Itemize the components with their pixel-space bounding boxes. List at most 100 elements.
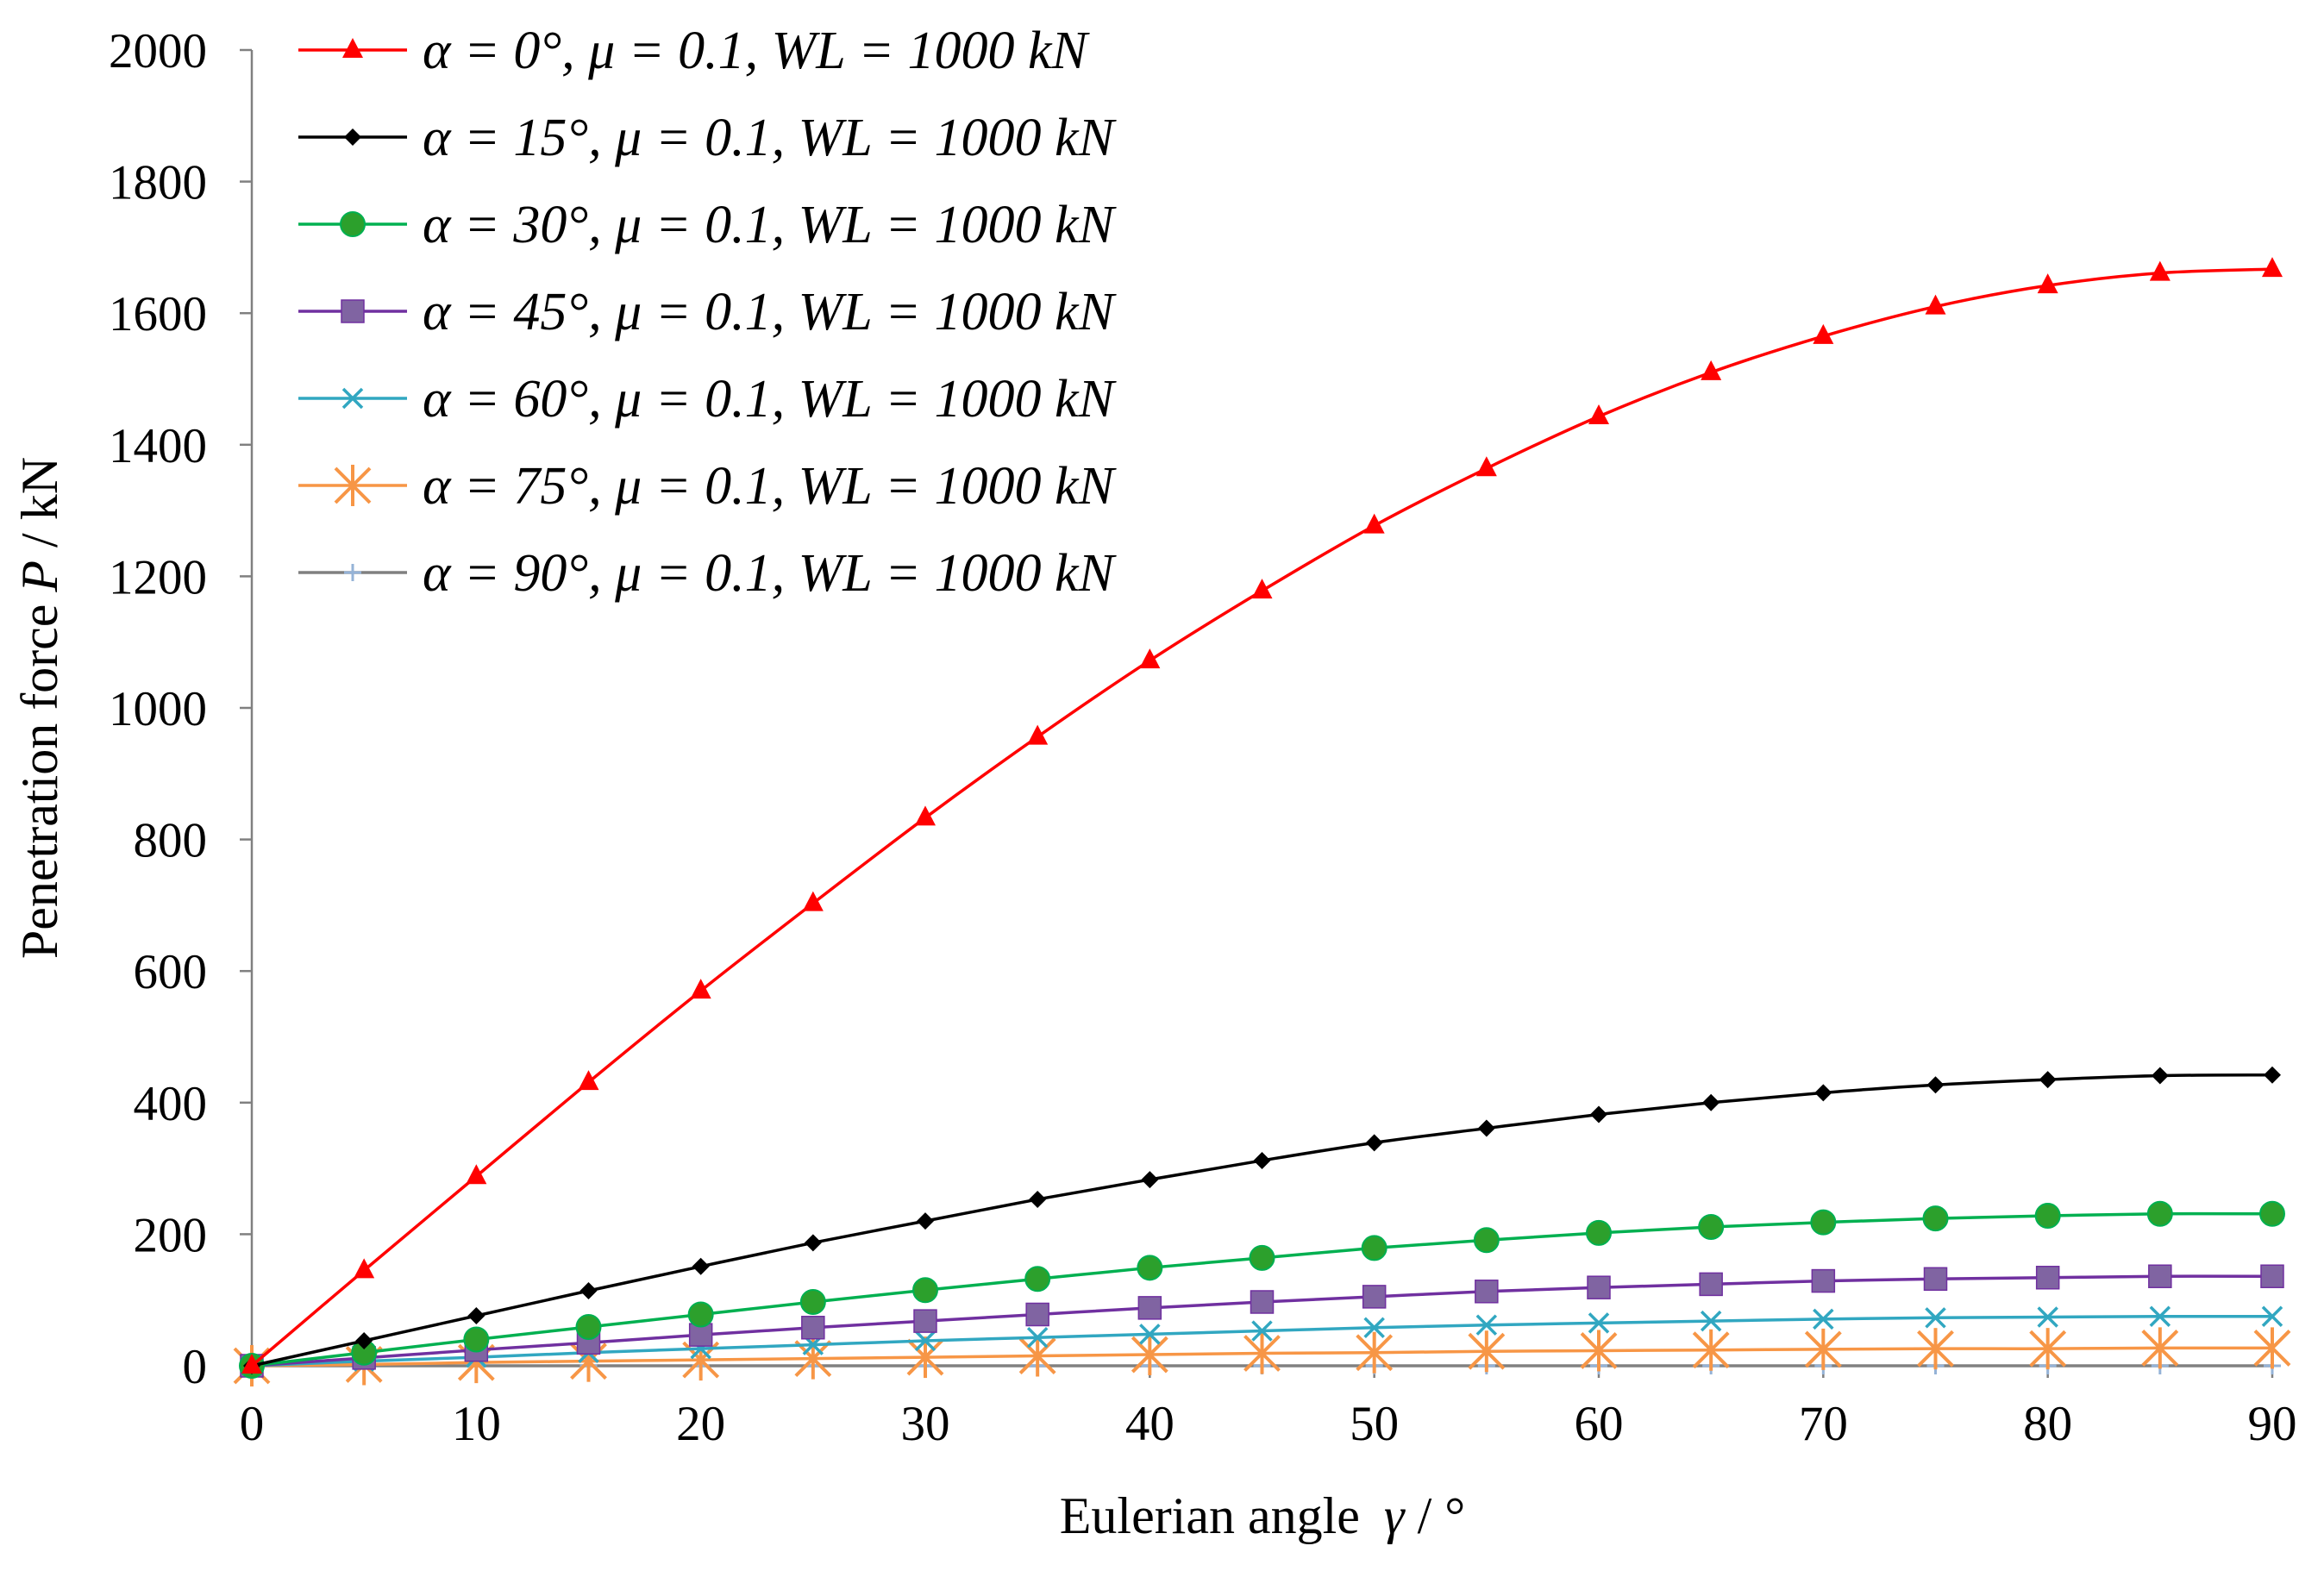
x-tick-label: 20 <box>676 1397 725 1451</box>
legend-item: α = 60°, μ = 0.1, WL = 1000 kN <box>298 370 1117 429</box>
data-point <box>1580 1330 1618 1372</box>
data-point <box>1923 1267 1948 1292</box>
x-axis-title: Eulerian angle γ / ° <box>1060 1487 1466 1544</box>
x-marker-stroke <box>1588 1312 1610 1334</box>
legend-label: α = 45°, μ = 0.1, WL = 1000 kN <box>423 283 1117 341</box>
x-axis-title-unit: / ° <box>1405 1487 1466 1544</box>
legend-marker <box>340 211 366 237</box>
y-tick-label: 0 <box>183 1340 208 1394</box>
y-ticks: 0 200 400 600 800 1000 1200 1400 1600 1800 2000 <box>109 24 252 1394</box>
data-point <box>692 1257 710 1275</box>
legend-label: α = 60°, μ = 0.1, WL = 1000 kN <box>423 370 1117 429</box>
data-point <box>913 1309 937 1333</box>
data-point <box>466 1164 487 1185</box>
data-point <box>1922 1205 1949 1232</box>
x-marker-stroke <box>1139 1324 1161 1345</box>
data-point <box>1025 1302 1049 1327</box>
legend-marker <box>341 387 364 410</box>
data-point <box>1026 1326 1049 1349</box>
data-point <box>912 1277 938 1304</box>
legend-item: α = 75°, μ = 0.1, WL = 1000 kN <box>298 457 1117 516</box>
data-point <box>2261 1305 2283 1328</box>
data-point <box>578 1070 599 1091</box>
x-marker-stroke <box>1700 1310 1722 1332</box>
y-tick-label: 400 <box>134 1077 208 1131</box>
data-point <box>917 1212 934 1230</box>
legend-marker <box>344 564 361 581</box>
data-point <box>1692 1329 1730 1371</box>
data-point <box>1925 1307 1946 1329</box>
y-tick-label: 1400 <box>109 419 207 473</box>
data-point <box>2039 1071 2057 1089</box>
x-tick-label: 50 <box>1350 1397 1399 1451</box>
data-point <box>802 891 824 911</box>
data-point <box>690 979 711 999</box>
data-point <box>1917 1328 1954 1370</box>
data-point <box>2260 1264 2284 1288</box>
y-axis-title-symbol: P <box>11 560 68 593</box>
y-tick-label: 800 <box>134 814 208 868</box>
data-point <box>1700 1310 1722 1332</box>
data-point <box>579 1282 598 1300</box>
data-point <box>1139 1324 1161 1345</box>
data-point <box>915 805 936 826</box>
x-tick-label: 10 <box>452 1397 501 1451</box>
data-point <box>2029 1328 2067 1370</box>
x-axis-title-symbol: γ <box>1384 1487 1406 1544</box>
y-axis-title-unit: / kN <box>11 457 68 560</box>
data-point <box>1137 1255 1163 1281</box>
data-point <box>575 1313 602 1340</box>
series-alpha-1 <box>243 1066 2281 1374</box>
legend-label: α = 30°, μ = 0.1, WL = 1000 kN <box>423 196 1117 254</box>
data-point <box>2149 1305 2171 1328</box>
data-point <box>2148 1264 2172 1288</box>
data-point <box>799 1288 826 1315</box>
data-point <box>355 1332 373 1350</box>
data-point <box>2151 1067 2169 1085</box>
data-point <box>1356 1331 1394 1374</box>
data-point <box>1588 404 1609 424</box>
data-point <box>1365 1134 1383 1152</box>
data-point <box>687 1301 714 1328</box>
x-marker-stroke <box>1363 1317 1385 1338</box>
data-point <box>2253 1327 2291 1369</box>
data-point <box>2037 1306 2058 1328</box>
series-line <box>250 267 2273 1368</box>
data-point <box>1251 1320 1273 1342</box>
data-point <box>1811 1268 1836 1293</box>
data-point <box>1141 1171 1159 1189</box>
data-point <box>1137 1296 1162 1320</box>
data-point <box>1027 724 1049 745</box>
series-alpha-5 <box>233 1327 2291 1386</box>
data-point <box>1813 323 1834 344</box>
data-point <box>1253 1151 1271 1169</box>
y-tick-label: 1000 <box>109 682 207 736</box>
series-layer <box>233 257 2291 1386</box>
data-point <box>1475 1280 1499 1304</box>
data-point <box>1810 1209 1837 1236</box>
data-point <box>1131 1334 1168 1376</box>
data-point <box>1249 1244 1275 1271</box>
data-point <box>1139 648 1161 669</box>
data-point <box>1243 1332 1281 1374</box>
y-tick-label: 200 <box>134 1208 208 1262</box>
y-tick-label: 1200 <box>109 550 207 604</box>
data-point <box>1588 1312 1610 1334</box>
legend-item: α = 45°, μ = 0.1, WL = 1000 kN <box>298 283 1117 341</box>
data-point <box>1586 1219 1612 1246</box>
data-point <box>1029 1190 1047 1208</box>
data-point <box>1702 1093 1720 1111</box>
data-point <box>1701 360 1722 380</box>
series-alpha-0 <box>241 257 2283 1374</box>
x-marker-stroke <box>2261 1305 2283 1328</box>
data-point <box>1024 1266 1051 1292</box>
data-point <box>1698 1214 1725 1241</box>
legend-item: α = 0°, μ = 0.1, WL = 1000 kN <box>298 22 1090 80</box>
data-point <box>1251 579 1273 599</box>
data-point <box>467 1307 485 1325</box>
x-tick-label: 70 <box>1799 1397 1848 1451</box>
x-marker-stroke <box>1925 1307 1946 1329</box>
y-axis-title: Penetration force P / kN <box>11 457 68 959</box>
data-point <box>1813 1308 1834 1330</box>
data-point <box>1475 1314 1498 1336</box>
